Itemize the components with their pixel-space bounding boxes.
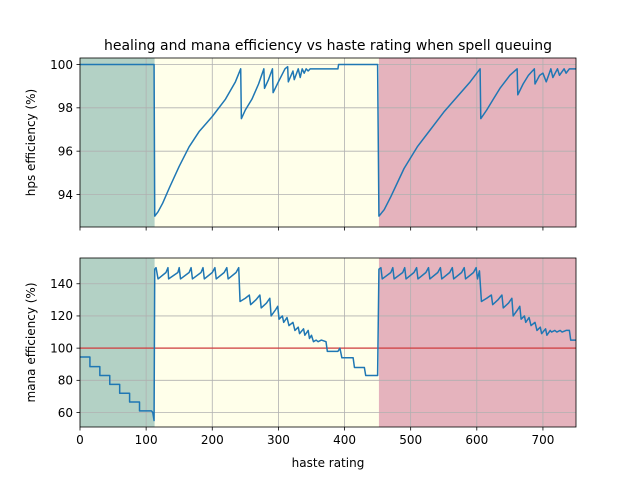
series-layer: [80, 63, 576, 217]
y-tick-labels: 60 80 100 120 140: [50, 277, 73, 420]
tick-marks: [76, 283, 544, 431]
x-tick-label: 600: [465, 433, 488, 447]
y-axis-label: mana efficiency (%): [24, 283, 38, 403]
y-tick-label: 120: [50, 309, 73, 323]
haste-band-0: [80, 258, 155, 427]
haste-band-1: [154, 258, 379, 427]
x-tick-label: 400: [333, 433, 356, 447]
x-tick-label: 300: [267, 433, 290, 447]
x-tick-label: 100: [135, 433, 158, 447]
haste-band-2: [378, 258, 576, 427]
x-tick-label: 200: [201, 433, 224, 447]
y-tick-label: 80: [58, 374, 73, 388]
tick-marks: [76, 64, 544, 231]
mana-efficiency-subplot: 0 100 200 300 400 500 600 700 60 80 100 120 140 has…: [24, 257, 577, 470]
axes-frame: [79, 57, 577, 228]
y-tick-label: 98: [58, 101, 73, 115]
y-tick-label: 94: [58, 188, 73, 202]
y-tick-label: 96: [58, 144, 73, 158]
y-tick-labels: 94 96 98 100: [50, 58, 73, 202]
series-layer: [80, 266, 576, 422]
x-tick-label: 0: [76, 433, 84, 447]
y-tick-label: 140: [50, 277, 73, 291]
series-line-0: [80, 63, 576, 217]
haste-band-2: [378, 58, 576, 227]
series-line-0: [80, 266, 576, 422]
haste-band-0: [80, 58, 155, 227]
x-tick-label: 500: [399, 433, 422, 447]
x-tick-labels: 0 100 200 300 400 500 600 700: [76, 433, 554, 447]
y-tick-label: 60: [58, 406, 73, 420]
hps-efficiency-subplot: 94 96 98 100 healing and mana efficiency vs…: [24, 38, 577, 231]
axes-frame: [79, 257, 577, 428]
chart-title: healing and mana efficiency vs haste rat…: [104, 38, 552, 54]
y-axis-label: hps efficiency (%): [24, 89, 38, 196]
y-tick-label: 100: [50, 58, 73, 72]
x-tick-label: 700: [531, 433, 554, 447]
haste-region-bands: [80, 258, 576, 427]
grid: [79, 58, 576, 227]
x-axis-label: haste rating: [292, 456, 365, 470]
y-tick-label: 100: [50, 341, 73, 355]
